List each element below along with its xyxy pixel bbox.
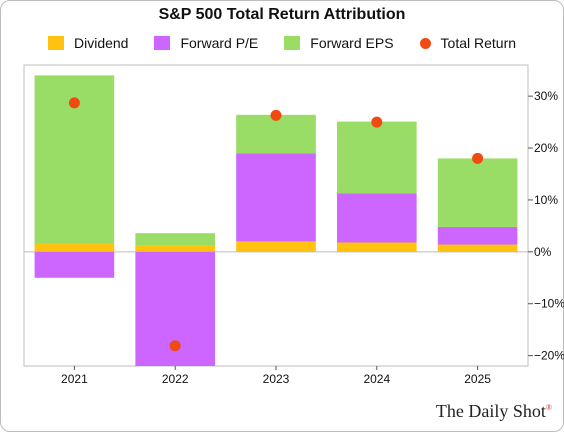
legend-item-forward-pe: Forward P/E <box>154 35 258 51</box>
brand-name: The Daily Shot <box>435 401 546 421</box>
bar-dividend-2025 <box>437 244 518 252</box>
legend-item-total-return: Total Return <box>419 35 517 51</box>
y-tick-label: −10% <box>534 297 564 311</box>
bar-forward-eps-2024 <box>336 121 417 194</box>
legend-label-dividend: Dividend <box>73 35 129 51</box>
legend-item-forward-eps: Forward EPS <box>284 35 394 51</box>
legend-label-forward-eps: Forward EPS <box>310 35 394 51</box>
x-tick-label-2025: 2025 <box>464 372 491 386</box>
bar-forward-eps-2023 <box>236 114 316 154</box>
bar-dividend-2024 <box>336 242 417 252</box>
legend-swatch-dividend <box>47 36 64 50</box>
legend-item-dividend: Dividend <box>47 35 129 51</box>
bar-forward-p-e-2024 <box>336 193 417 243</box>
bar-dividend-2021 <box>34 243 115 252</box>
point-total-return-2021 <box>68 97 80 109</box>
bar-dividend-2022 <box>135 245 216 252</box>
bar-forward-p-e-2023 <box>236 153 316 242</box>
y-tick-label: 10% <box>534 193 558 207</box>
y-tick-label: 20% <box>534 141 558 155</box>
x-tick-label-2021: 2021 <box>61 372 88 386</box>
point-total-return-2023 <box>270 109 282 121</box>
brand-registered-mark: ® <box>545 403 552 412</box>
y-tick-label: 30% <box>534 89 558 103</box>
bar-forward-p-e-2025 <box>437 226 518 245</box>
legend-swatch-forward-eps <box>284 36 301 50</box>
brand-logo: The Daily Shot® <box>436 401 552 422</box>
point-total-return-2024 <box>371 116 383 128</box>
point-total-return-2022 <box>169 340 181 352</box>
chart-title: S&P 500 Total Return Attribution <box>158 6 406 23</box>
x-tick-label-2024: 2024 <box>363 372 390 386</box>
bar-forward-p-e-2021 <box>34 251 115 278</box>
chart-legend: Dividend Forward P/E Forward EPS Total R… <box>0 35 564 51</box>
legend-label-total-return: Total Return <box>440 35 517 51</box>
legend-label-forward-pe: Forward P/E <box>180 35 259 51</box>
y-tick-label: −20% <box>534 349 564 363</box>
y-tick-label: 0% <box>534 245 552 259</box>
x-tick-label-2022: 2022 <box>162 372 189 386</box>
point-total-return-2025 <box>472 152 484 164</box>
x-tick-label-2023: 2023 <box>263 372 290 386</box>
bar-dividend-2023 <box>236 241 316 252</box>
bar-forward-eps-2022 <box>135 233 216 246</box>
legend-swatch-forward-pe <box>154 36 171 50</box>
legend-marker-total-return <box>419 37 431 49</box>
bar-forward-eps-2025 <box>437 158 518 227</box>
